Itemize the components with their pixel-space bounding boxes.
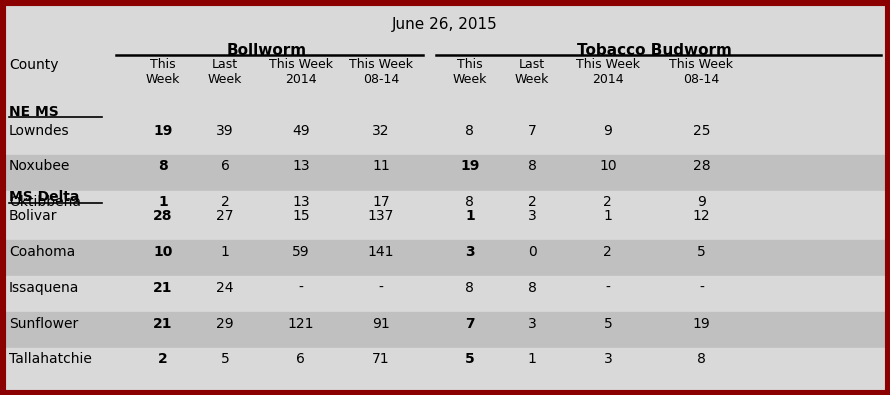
Text: 49: 49 xyxy=(292,124,310,137)
Text: 3: 3 xyxy=(603,352,612,367)
Text: 19: 19 xyxy=(692,316,710,331)
Text: 12: 12 xyxy=(692,209,710,223)
Text: 27: 27 xyxy=(216,209,234,223)
Text: 7: 7 xyxy=(465,316,474,331)
Bar xyxy=(0,312,890,348)
Text: Sunflower: Sunflower xyxy=(9,316,78,331)
Text: 8: 8 xyxy=(528,281,537,295)
Text: -: - xyxy=(605,281,611,295)
Text: Coahoma: Coahoma xyxy=(9,245,75,259)
Text: County: County xyxy=(9,58,59,72)
Bar xyxy=(0,191,890,227)
Text: 1: 1 xyxy=(603,209,612,223)
Text: Oktibbeha: Oktibbeha xyxy=(9,195,81,209)
Text: 137: 137 xyxy=(368,209,394,223)
Text: 3: 3 xyxy=(528,209,537,223)
Text: 11: 11 xyxy=(372,160,390,173)
Text: 1: 1 xyxy=(465,209,474,223)
Text: 5: 5 xyxy=(465,352,474,367)
Text: 3: 3 xyxy=(528,316,537,331)
Text: 71: 71 xyxy=(372,352,390,367)
Text: 10: 10 xyxy=(153,245,173,259)
Text: 19: 19 xyxy=(460,160,480,173)
Bar xyxy=(0,241,890,276)
Text: 17: 17 xyxy=(372,195,390,209)
Text: 9: 9 xyxy=(697,195,706,209)
Text: 21: 21 xyxy=(153,316,173,331)
Text: -: - xyxy=(378,281,384,295)
Text: Bollworm: Bollworm xyxy=(227,43,307,58)
Text: June 26, 2015: June 26, 2015 xyxy=(392,17,498,32)
Text: 1: 1 xyxy=(221,245,230,259)
Text: Lowndes: Lowndes xyxy=(9,124,69,137)
Bar xyxy=(0,155,890,191)
Text: 2: 2 xyxy=(158,352,167,367)
Text: 32: 32 xyxy=(372,124,390,137)
Text: 21: 21 xyxy=(153,281,173,295)
Bar xyxy=(0,119,890,155)
Text: 13: 13 xyxy=(292,195,310,209)
Text: 28: 28 xyxy=(153,209,173,223)
Text: 25: 25 xyxy=(692,124,710,137)
Text: 8: 8 xyxy=(465,195,474,209)
Text: 7: 7 xyxy=(528,124,537,137)
Text: 5: 5 xyxy=(603,316,612,331)
Text: 1: 1 xyxy=(528,352,537,367)
Text: 10: 10 xyxy=(599,160,617,173)
Text: 1: 1 xyxy=(158,195,167,209)
Text: This Week
08-14: This Week 08-14 xyxy=(349,58,413,86)
Text: This
Week: This Week xyxy=(453,58,487,86)
Text: Last
Week: Last Week xyxy=(515,58,549,86)
Text: 8: 8 xyxy=(465,281,474,295)
Text: -: - xyxy=(298,281,303,295)
Text: 59: 59 xyxy=(292,245,310,259)
Text: 19: 19 xyxy=(153,124,173,137)
Text: 2: 2 xyxy=(528,195,537,209)
Text: 8: 8 xyxy=(158,160,167,173)
Text: 13: 13 xyxy=(292,160,310,173)
Text: Tobacco Budworm: Tobacco Budworm xyxy=(577,43,732,58)
Text: Issaquena: Issaquena xyxy=(9,281,79,295)
Text: Tallahatchie: Tallahatchie xyxy=(9,352,92,367)
Text: 9: 9 xyxy=(603,124,612,137)
Text: 141: 141 xyxy=(368,245,394,259)
Text: 8: 8 xyxy=(697,352,706,367)
Text: 121: 121 xyxy=(287,316,314,331)
Text: 8: 8 xyxy=(528,160,537,173)
Text: NE MS: NE MS xyxy=(9,105,59,119)
Text: 24: 24 xyxy=(216,281,234,295)
Text: This
Week: This Week xyxy=(146,58,180,86)
Text: 15: 15 xyxy=(292,209,310,223)
Text: This Week
2014: This Week 2014 xyxy=(269,58,333,86)
Text: This Week
08-14: This Week 08-14 xyxy=(669,58,733,86)
Text: 6: 6 xyxy=(296,352,305,367)
Text: 5: 5 xyxy=(697,245,706,259)
Text: 29: 29 xyxy=(216,316,234,331)
Text: Last
Week: Last Week xyxy=(208,58,242,86)
Bar xyxy=(0,348,890,384)
Text: Noxubee: Noxubee xyxy=(9,160,70,173)
Text: 91: 91 xyxy=(372,316,390,331)
Bar xyxy=(0,205,890,241)
Text: 2: 2 xyxy=(603,195,612,209)
Text: 2: 2 xyxy=(603,245,612,259)
Text: -: - xyxy=(699,281,704,295)
Text: This Week
2014: This Week 2014 xyxy=(576,58,640,86)
Text: Bolivar: Bolivar xyxy=(9,209,57,223)
Text: 3: 3 xyxy=(465,245,474,259)
Bar xyxy=(0,276,890,312)
Text: 5: 5 xyxy=(221,352,230,367)
Text: 2: 2 xyxy=(221,195,230,209)
Text: 8: 8 xyxy=(465,124,474,137)
Text: 0: 0 xyxy=(528,245,537,259)
Text: 6: 6 xyxy=(221,160,230,173)
Text: 39: 39 xyxy=(216,124,234,137)
Text: MS Delta: MS Delta xyxy=(9,190,79,204)
Text: 28: 28 xyxy=(692,160,710,173)
